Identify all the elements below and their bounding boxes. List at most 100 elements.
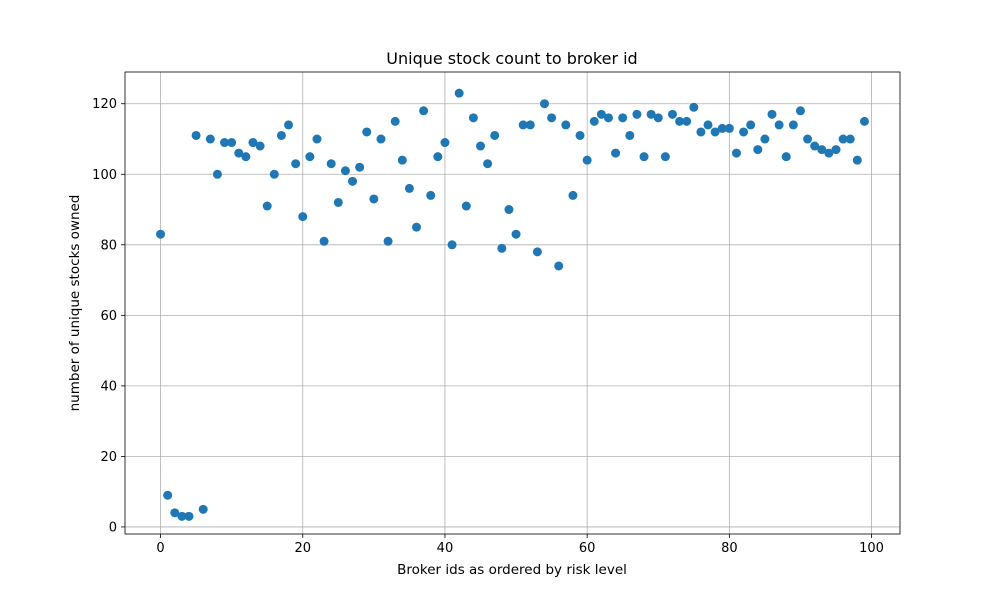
data-point	[724, 123, 734, 133]
data-point	[618, 113, 628, 123]
data-point	[170, 508, 180, 518]
data-point	[817, 145, 827, 155]
data-point	[326, 159, 336, 169]
y-axis-label: number of unique stocks owned	[67, 195, 83, 412]
y-tick-label: 0	[109, 520, 117, 535]
data-point	[312, 134, 322, 144]
data-point	[504, 205, 514, 215]
data-point	[461, 201, 471, 211]
data-point	[717, 123, 727, 133]
data-point	[369, 194, 379, 204]
data-points	[156, 88, 869, 521]
data-point	[582, 155, 592, 165]
plot-area-frame	[124, 71, 901, 535]
data-point	[355, 162, 365, 172]
grid-lines	[125, 72, 900, 534]
data-point	[525, 120, 535, 130]
data-point	[468, 113, 478, 123]
data-point	[440, 138, 450, 148]
chart-title: Unique stock count to broker id	[386, 49, 637, 68]
data-point	[646, 109, 656, 119]
data-point	[390, 116, 400, 126]
data-point	[675, 116, 685, 126]
data-point	[774, 120, 784, 130]
data-point	[625, 130, 635, 140]
data-point	[227, 138, 237, 148]
data-point	[156, 229, 166, 239]
data-point	[340, 166, 350, 176]
data-point	[412, 222, 422, 232]
data-point	[163, 490, 173, 500]
data-point	[596, 109, 606, 119]
data-point	[781, 152, 791, 162]
data-point	[234, 148, 244, 158]
data-point	[803, 134, 813, 144]
data-point	[497, 243, 507, 253]
data-point	[682, 116, 692, 126]
y-tick-label: 80	[100, 238, 117, 253]
data-point	[291, 159, 301, 169]
data-point	[795, 106, 805, 116]
data-point	[547, 113, 557, 123]
data-point	[703, 120, 713, 130]
data-point	[760, 134, 770, 144]
data-point	[419, 106, 429, 116]
data-point	[426, 190, 436, 200]
x-tick-label: 100	[859, 541, 884, 556]
data-point	[476, 141, 486, 151]
data-point	[568, 190, 578, 200]
data-point	[824, 148, 834, 158]
data-point	[639, 152, 649, 162]
data-point	[433, 152, 443, 162]
data-point	[532, 247, 542, 257]
x-tick-label: 80	[721, 541, 738, 556]
data-point	[518, 120, 528, 130]
y-tick-label: 60	[100, 309, 117, 324]
data-point	[241, 152, 251, 162]
data-point	[561, 120, 571, 130]
y-axis-ticks: 0 20 40 60 80 100 120	[92, 97, 125, 535]
data-point	[852, 155, 862, 165]
data-point	[333, 197, 343, 207]
data-point	[810, 141, 820, 151]
data-point	[262, 201, 272, 211]
data-point	[298, 212, 308, 222]
data-point	[483, 159, 493, 169]
data-point	[838, 134, 848, 144]
data-point	[177, 511, 187, 521]
y-tick-label: 20	[100, 450, 117, 465]
x-tick-label: 20	[294, 541, 311, 556]
data-point	[753, 145, 763, 155]
data-point	[731, 148, 741, 158]
data-point	[248, 138, 258, 148]
data-point	[788, 120, 798, 130]
data-point	[746, 120, 756, 130]
data-point	[212, 169, 222, 179]
data-point	[611, 148, 621, 158]
x-axis-label: Broker ids as ordered by risk level	[397, 562, 627, 578]
data-point	[376, 134, 386, 144]
data-point	[383, 236, 393, 246]
data-point	[284, 120, 294, 130]
data-point	[653, 113, 663, 123]
data-point	[319, 236, 329, 246]
data-point	[667, 109, 677, 119]
data-point	[269, 169, 279, 179]
data-point	[454, 88, 464, 98]
data-point	[831, 145, 841, 155]
x-tick-label: 60	[579, 541, 596, 556]
data-point	[220, 138, 230, 148]
y-tick-label: 120	[92, 97, 117, 112]
data-point	[689, 102, 699, 112]
data-point	[845, 134, 855, 144]
data-point	[710, 127, 720, 137]
data-point	[397, 155, 407, 165]
data-point	[205, 134, 215, 144]
data-point	[404, 183, 414, 193]
data-point	[447, 240, 457, 250]
data-point	[184, 511, 194, 521]
data-point	[739, 127, 749, 137]
data-point	[660, 152, 670, 162]
